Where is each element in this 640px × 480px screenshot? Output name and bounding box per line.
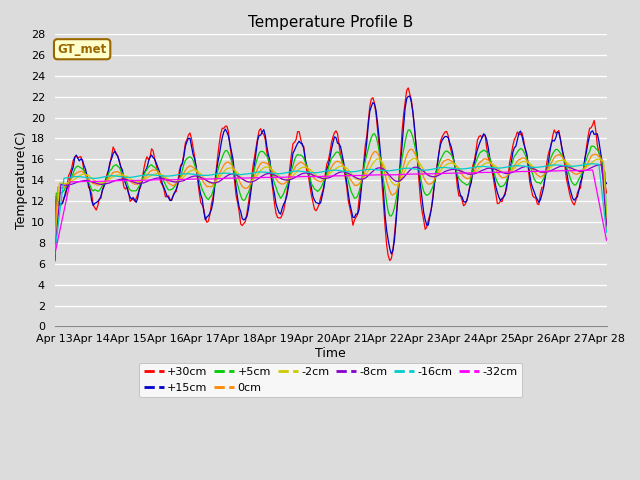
- Text: GT_met: GT_met: [58, 43, 107, 56]
- X-axis label: Time: Time: [316, 347, 346, 360]
- Legend: +30cm, +15cm, +5cm, 0cm, -2cm, -8cm, -16cm, -32cm: +30cm, +15cm, +5cm, 0cm, -2cm, -8cm, -16…: [140, 362, 522, 397]
- Y-axis label: Temperature(C): Temperature(C): [15, 131, 28, 229]
- Title: Temperature Profile B: Temperature Profile B: [248, 15, 413, 30]
